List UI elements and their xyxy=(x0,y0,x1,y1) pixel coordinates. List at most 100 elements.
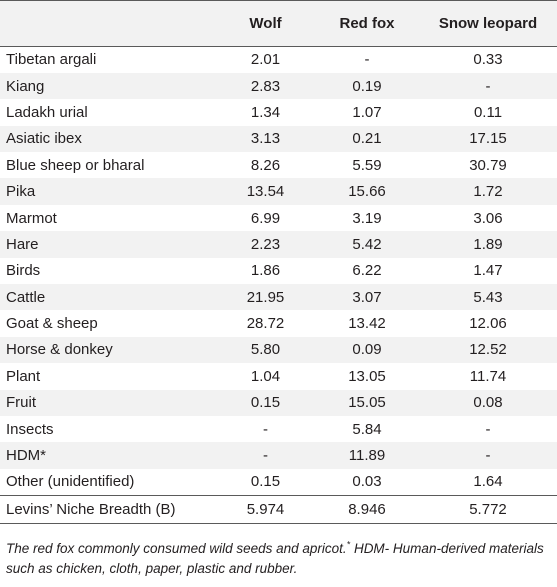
table-row: Fruit 0.15 15.05 0.08 xyxy=(0,389,557,416)
table-row: Kiang 2.83 0.19 - xyxy=(0,72,557,100)
cell-red-fox: 0.03 xyxy=(352,473,382,491)
header-cell-empty xyxy=(0,0,216,47)
table-footnote: The red fox commonly consumed wild seeds… xyxy=(6,539,554,579)
footnote-marker: * xyxy=(346,539,351,550)
cell-wolf: 28.72 xyxy=(246,315,285,333)
table-row: Hare 2.23 5.42 1.89 xyxy=(0,231,557,258)
summary-snow-leopard: 5.772 xyxy=(419,494,557,524)
header-cell-snow-leopard: Snow leopard xyxy=(419,0,557,47)
cell-wolf: 21.95 xyxy=(246,288,285,306)
row-label: Insects xyxy=(6,420,54,438)
row-label: Ladakh urial xyxy=(6,103,88,121)
summary-row: Levins’ Niche Breadth (B) 5.974 8.946 5.… xyxy=(0,494,557,524)
table-row: Plant 1.04 13.05 11.74 xyxy=(0,363,557,389)
cell-wolf: 5.80 xyxy=(250,341,281,359)
table-row: Asiatic ibex 3.13 0.21 17.15 xyxy=(0,125,557,153)
cell-snow-leopard: 0.08 xyxy=(473,394,503,412)
table-row: HDM* - 11.89 - xyxy=(0,442,557,469)
row-label: Fruit xyxy=(6,394,36,412)
cell-wolf: 6.99 xyxy=(250,209,281,227)
row-label: Goat & sheep xyxy=(6,315,98,333)
cell-wolf: 8.26 xyxy=(250,156,281,174)
row-label: Blue sheep or bharal xyxy=(6,156,145,174)
diet-table: Wolf Red fox Snow leopard Tibetan argali… xyxy=(0,0,557,524)
cell-snow-leopard: 0.33 xyxy=(473,51,503,69)
cell-wolf: 3.13 xyxy=(250,130,281,148)
table-row: Marmot 6.99 3.19 3.06 xyxy=(0,205,557,231)
cell-red-fox: 3.19 xyxy=(352,209,382,227)
cell-snow-leopard: - xyxy=(485,447,491,465)
table-row: Goat & sheep 28.72 13.42 12.06 xyxy=(0,310,557,336)
cell-red-fox: 0.09 xyxy=(352,341,382,359)
table-row: Insects - 5.84 - xyxy=(0,416,557,442)
cell-snow-leopard: 1.47 xyxy=(473,262,503,280)
cell-red-fox: 11.89 xyxy=(348,447,386,465)
cell-snow-leopard: 30.79 xyxy=(469,156,507,174)
summary-wolf: 5.974 xyxy=(216,494,315,524)
row-label: Cattle xyxy=(6,288,46,306)
cell-wolf: 2.23 xyxy=(250,235,281,253)
cell-wolf: 1.34 xyxy=(250,103,281,121)
summary-label: Levins’ Niche Breadth (B) xyxy=(0,494,216,524)
cell-snow-leopard: 1.64 xyxy=(473,473,503,491)
row-label: Hare xyxy=(6,235,39,253)
cell-red-fox: 0.21 xyxy=(352,130,382,148)
table-row: Horse & donkey 5.80 0.09 12.52 xyxy=(0,336,557,364)
table-row: Cattle 21.95 3.07 5.43 xyxy=(0,284,557,311)
header-cell-wolf: Wolf xyxy=(216,0,315,47)
footnote-text-2: HDM- Human-derived materials such as chi… xyxy=(6,541,544,576)
cell-red-fox: 5.59 xyxy=(352,156,382,174)
cell-snow-leopard: 17.15 xyxy=(469,130,507,148)
row-label: Marmot xyxy=(6,209,57,227)
table-row: Pika 13.54 15.66 1.72 xyxy=(0,178,557,205)
table-row: Birds 1.86 6.22 1.47 xyxy=(0,258,557,284)
row-label: Other (unidentified) xyxy=(6,473,135,491)
summary-red-fox: 8.946 xyxy=(315,494,419,524)
row-label: Asiatic ibex xyxy=(6,130,82,148)
cell-red-fox: - xyxy=(364,51,370,69)
row-label: Plant xyxy=(6,367,41,385)
cell-snow-leopard: 3.06 xyxy=(473,209,503,227)
table-row: Ladakh urial 1.34 1.07 0.11 xyxy=(0,99,557,125)
row-label: Pika xyxy=(6,183,36,201)
cell-wolf: - xyxy=(263,420,268,438)
cell-snow-leopard: 12.06 xyxy=(469,315,507,333)
cell-wolf: - xyxy=(263,447,268,465)
row-label: Horse & donkey xyxy=(6,341,113,359)
cell-red-fox: 5.84 xyxy=(352,420,382,438)
row-label: Tibetan argali xyxy=(6,51,97,69)
table-row: Blue sheep or bharal 8.26 5.59 30.79 xyxy=(0,152,557,178)
cell-red-fox: 13.05 xyxy=(348,367,386,385)
cell-snow-leopard: 12.52 xyxy=(469,341,507,359)
cell-snow-leopard: 1.89 xyxy=(473,235,503,253)
cell-red-fox: 3.07 xyxy=(352,288,382,306)
cell-snow-leopard: 1.72 xyxy=(473,183,503,201)
cell-wolf: 1.86 xyxy=(250,262,281,280)
cell-wolf: 13.54 xyxy=(246,183,285,201)
cell-red-fox: 5.42 xyxy=(352,235,382,253)
header-cell-red-fox: Red fox xyxy=(315,0,419,47)
cell-snow-leopard: - xyxy=(485,420,491,438)
cell-wolf: 2.83 xyxy=(250,77,281,95)
row-label: HDM* xyxy=(6,447,46,465)
cell-red-fox: 15.66 xyxy=(348,183,386,201)
row-label: Birds xyxy=(6,262,41,280)
cell-red-fox: 6.22 xyxy=(352,262,382,280)
cell-red-fox: 0.19 xyxy=(352,77,382,95)
cell-snow-leopard: 0.11 xyxy=(473,103,503,121)
cell-wolf: 1.04 xyxy=(250,367,281,385)
cell-red-fox: 13.42 xyxy=(348,315,386,333)
cell-red-fox: 1.07 xyxy=(352,103,382,121)
cell-wolf: 2.01 xyxy=(250,51,281,69)
footnote-text-1: The red fox commonly consumed wild seeds… xyxy=(6,541,347,556)
cell-snow-leopard: - xyxy=(485,77,491,95)
table-row: Tibetan argali 2.01 - 0.33 xyxy=(0,47,557,73)
cell-wolf: 0.15 xyxy=(250,473,281,491)
cell-red-fox: 15.05 xyxy=(348,394,386,412)
cell-wolf: 0.15 xyxy=(250,394,281,412)
row-label: Kiang xyxy=(6,77,45,95)
header-row: Wolf Red fox Snow leopard xyxy=(0,0,557,47)
cell-snow-leopard: 11.74 xyxy=(469,367,507,385)
table-row: Other (unidentified) 0.15 0.03 1.64 xyxy=(0,469,557,495)
